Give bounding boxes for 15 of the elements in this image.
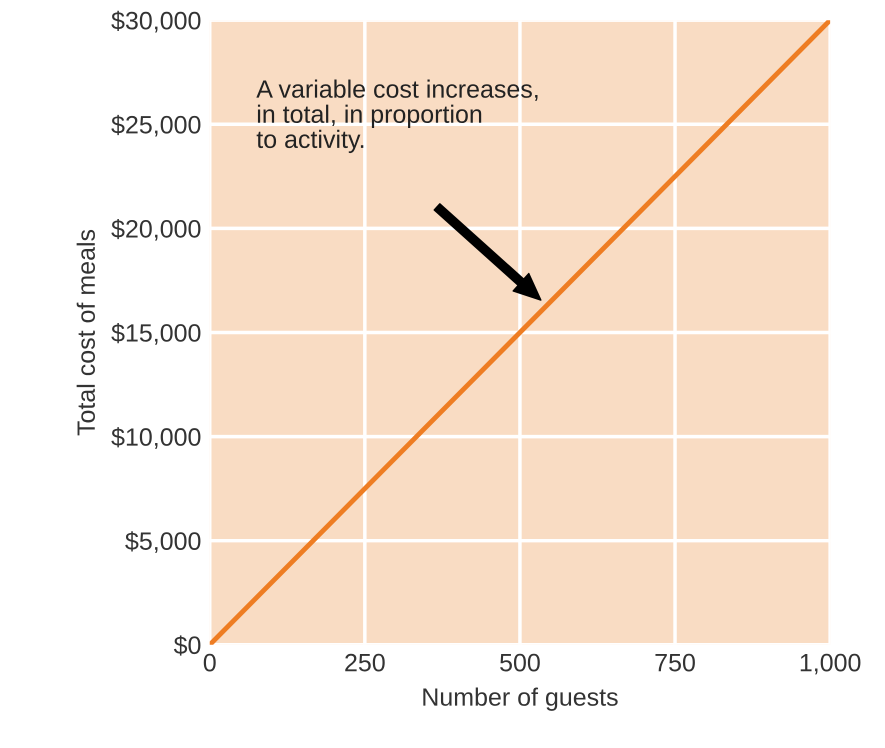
y-tick-label: $20,000: [111, 218, 200, 241]
y-tick-label: $30,000: [111, 10, 200, 32]
annotation: A variable cost increases, in total, in proportion to activity.: [256, 80, 538, 154]
y-tick-label: $15,000: [111, 323, 200, 345]
x-tick-label: 0: [204, 654, 216, 672]
x-tick-label: 250: [345, 654, 385, 672]
y-tick-label: $10,000: [111, 427, 200, 449]
x-axis-title: Number of guests: [423, 688, 618, 711]
y-tick-label: $0: [174, 635, 200, 656]
x-tick-label: 1,000: [800, 654, 860, 674]
x-tick-label: 500: [500, 654, 540, 672]
x-tick-label: 750: [655, 654, 695, 672]
y-axis-title: Total cost of meals: [76, 230, 95, 436]
y-tick-label: $5,000: [125, 531, 200, 553]
y-tick-label: $25,000: [111, 114, 200, 137]
